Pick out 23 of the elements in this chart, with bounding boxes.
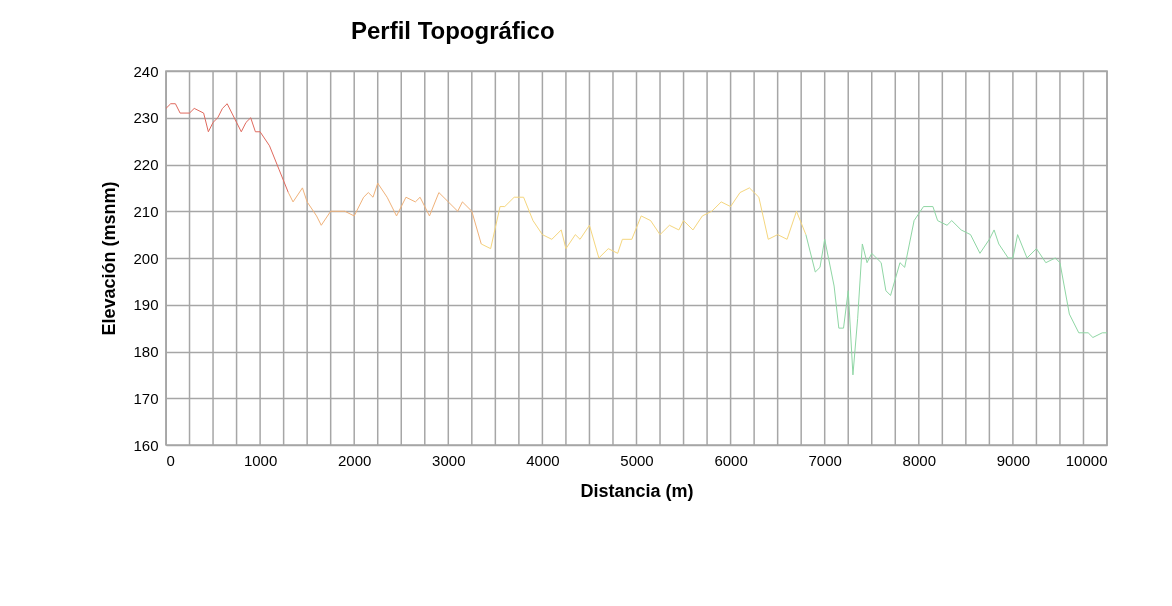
x-tick-label: 1000 — [243, 451, 278, 469]
x-tick-label: 3000 — [432, 451, 466, 469]
x-tick-label: 6000 — [714, 451, 748, 469]
x-axis-title: Distancia (m) — [580, 480, 694, 501]
y-tick-label: 160 — [133, 436, 159, 454]
x-tick-label: 2000 — [338, 451, 372, 469]
y-tick-label: 240 — [133, 62, 159, 80]
chart-title: Perfil Topográfico — [350, 17, 555, 44]
x-tick-label: 10000 — [1065, 451, 1108, 469]
y-tick-label: 220 — [133, 156, 159, 173]
y-tick-label: 200 — [133, 249, 159, 267]
y-tick-label: 170 — [133, 389, 159, 407]
x-tick-label: 0 — [166, 451, 175, 469]
x-tick-label: 7000 — [808, 451, 842, 469]
y-tick-label: 210 — [133, 202, 159, 220]
y-tick-label: 230 — [133, 109, 159, 127]
y-tick-label: 190 — [133, 296, 159, 314]
x-tick-label: 4000 — [526, 451, 560, 469]
x-tick-label: 8000 — [902, 451, 936, 469]
x-tick-label: 9000 — [996, 451, 1031, 469]
x-tick-label: 5000 — [620, 451, 654, 469]
y-tick-label: 180 — [133, 343, 159, 360]
y-axis-title: Elevación (msnm) — [99, 181, 120, 336]
